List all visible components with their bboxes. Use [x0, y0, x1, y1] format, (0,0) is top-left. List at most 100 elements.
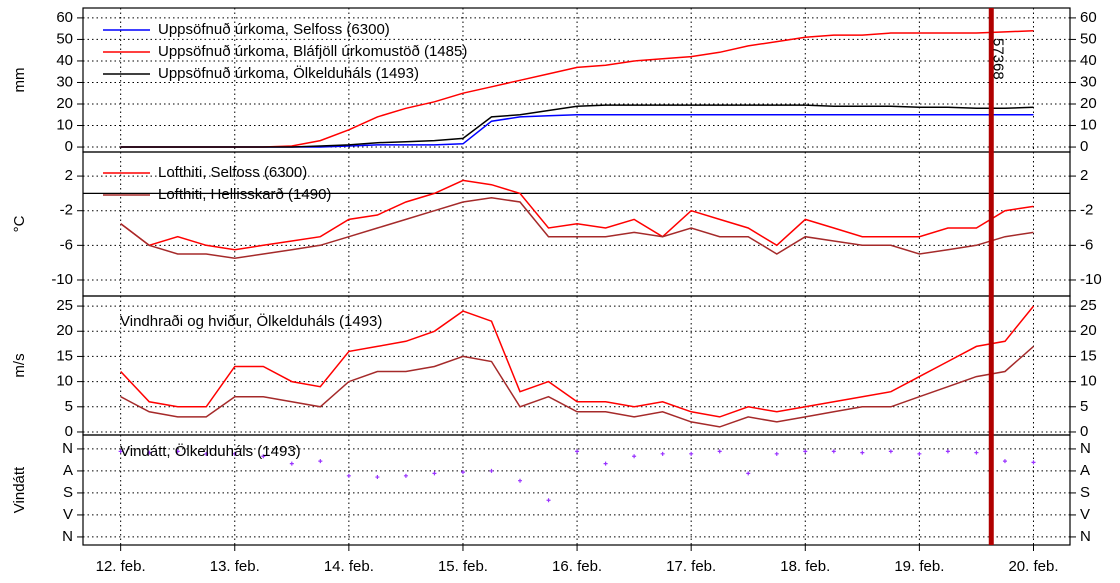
y-tick-label-right: 0	[1080, 138, 1088, 155]
y-tick-label-right: -10	[1080, 271, 1102, 288]
y-tick-label-right: -2	[1080, 202, 1093, 219]
y-tick-label: 50	[56, 30, 73, 47]
series-line	[120, 196, 1034, 260]
y-tick-label: -2	[60, 202, 73, 219]
panel-title: Vindhraði og hviður, Ölkelduháls (1493)	[120, 312, 382, 330]
y-tick-label: S	[63, 484, 73, 501]
y-axis-label: °C	[11, 215, 28, 232]
point	[261, 454, 266, 459]
y-tick-label: 10	[56, 116, 73, 133]
y-tick-label: A	[63, 462, 73, 479]
y-tick-label-right: 2	[1080, 167, 1088, 184]
y-tick-label-right: 40	[1080, 52, 1097, 69]
point	[432, 471, 437, 476]
point	[803, 449, 808, 454]
x-tick-label: 18. feb.	[780, 558, 830, 575]
point	[232, 451, 237, 456]
x-tick-label: 17. feb.	[666, 558, 716, 575]
point	[489, 468, 494, 473]
point	[774, 451, 779, 456]
x-tick-label: 13. feb.	[210, 558, 260, 575]
point	[575, 449, 580, 454]
y-tick-label: 25	[56, 297, 73, 314]
point	[860, 450, 865, 455]
series-line	[120, 305, 1035, 418]
y-tick-label: 0	[65, 423, 73, 440]
point	[318, 459, 323, 464]
y-tick-label: 5	[65, 398, 73, 415]
y-tick-label-right: V	[1080, 506, 1090, 523]
legend-label: Uppsöfnuð úrkoma, Ölkelduháls (1493)	[158, 64, 419, 82]
y-tick-label: 10	[56, 373, 73, 390]
point	[346, 473, 351, 478]
legend-label: Uppsöfnuð úrkoma, Bláfjöll úrkomustöð (1…	[158, 43, 467, 60]
point	[460, 470, 465, 475]
legend-label: Lofthiti, Selfoss (6300)	[158, 164, 307, 181]
y-tick-label-right: 20	[1080, 322, 1097, 339]
y-tick-label-right: 30	[1080, 73, 1097, 90]
y-tick-label: 40	[56, 52, 73, 69]
point	[1031, 460, 1036, 465]
point	[1002, 459, 1007, 464]
event-label: 57368	[989, 38, 1006, 80]
y-tick-label: 2	[65, 167, 73, 184]
point	[917, 451, 922, 456]
point	[403, 473, 408, 478]
point	[746, 471, 751, 476]
point	[689, 451, 694, 456]
y-axis-label: mm	[11, 68, 28, 93]
point	[603, 461, 608, 466]
y-tick-label: N	[62, 440, 73, 457]
point	[632, 454, 637, 459]
y-tick-label: N	[62, 528, 73, 545]
point	[831, 449, 836, 454]
point	[375, 475, 380, 480]
point	[175, 449, 180, 454]
y-tick-label-right: N	[1080, 528, 1091, 545]
point	[546, 498, 551, 503]
y-tick-label-right: 25	[1080, 297, 1097, 314]
point	[289, 461, 294, 466]
y-tick-label-right: N	[1080, 440, 1091, 457]
y-tick-label: 0	[65, 138, 73, 155]
x-tick-label: 20. feb.	[1008, 558, 1058, 575]
y-tick-label-right: S	[1080, 484, 1090, 501]
y-tick-label: V	[63, 506, 73, 523]
y-axis-label: Vindátt	[11, 466, 28, 513]
series-line	[120, 104, 1034, 148]
point	[888, 449, 893, 454]
point	[204, 451, 209, 456]
point	[945, 449, 950, 454]
y-tick-label: 15	[56, 347, 73, 364]
y-tick-label-right: 5	[1080, 398, 1088, 415]
point	[660, 451, 665, 456]
y-tick-label: 20	[56, 95, 73, 112]
y-tick-label-right: 50	[1080, 30, 1097, 47]
point	[118, 449, 123, 454]
y-tick-label-right: 10	[1080, 373, 1097, 390]
panel-frame	[82, 434, 1071, 546]
y-tick-label-right: 0	[1080, 423, 1088, 440]
x-tick-label: 15. feb.	[438, 558, 488, 575]
point	[717, 449, 722, 454]
series-line	[120, 345, 1034, 428]
x-tick-label: 19. feb.	[894, 558, 944, 575]
point	[147, 450, 152, 455]
point	[974, 450, 979, 455]
x-tick-label: 14. feb.	[324, 558, 374, 575]
x-tick-label: 16. feb.	[552, 558, 602, 575]
x-tick-label: 12. feb.	[96, 558, 146, 575]
y-tick-label-right: -6	[1080, 236, 1093, 253]
y-tick-label-right: 60	[1080, 9, 1097, 26]
legend-label: Lofthiti, Hellisskarð (1490)	[158, 186, 331, 203]
y-tick-label: -10	[51, 271, 73, 288]
legend-label: Uppsöfnuð úrkoma, Selfoss (6300)	[158, 21, 390, 38]
y-tick-label-right: 20	[1080, 95, 1097, 112]
y-tick-label-right: 10	[1080, 116, 1097, 133]
y-tick-label: 60	[56, 9, 73, 26]
y-tick-label: 30	[56, 73, 73, 90]
y-tick-label-right: A	[1080, 462, 1090, 479]
point	[518, 478, 523, 483]
y-tick-label: -6	[60, 236, 73, 253]
